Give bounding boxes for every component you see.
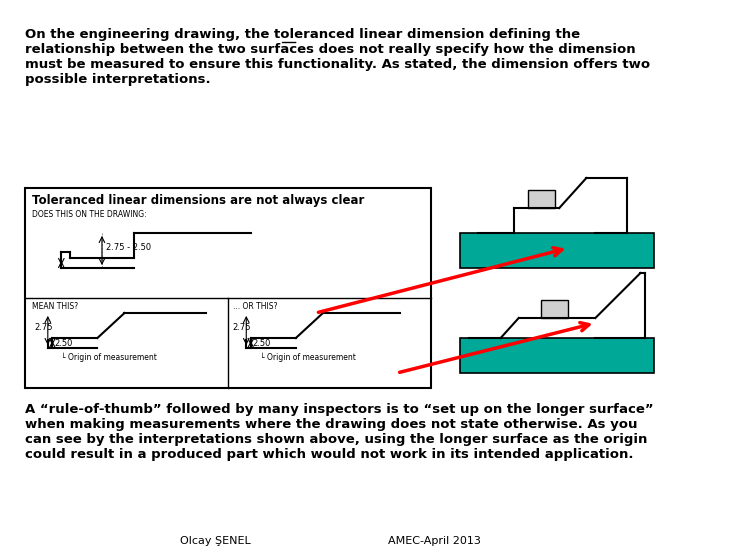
Text: Toleranced linear dimensions are not always clear: Toleranced linear dimensions are not alw… xyxy=(33,194,365,207)
Text: └ Origin of measurement: └ Origin of measurement xyxy=(260,353,355,362)
Bar xyxy=(542,300,568,318)
Text: 2.75: 2.75 xyxy=(232,324,251,333)
Text: 2.50: 2.50 xyxy=(253,339,271,349)
Text: ... OR THIS?: ... OR THIS? xyxy=(232,302,277,311)
Text: 2.75: 2.75 xyxy=(34,324,53,333)
Bar xyxy=(527,190,555,208)
Text: 2.50: 2.50 xyxy=(54,339,72,349)
Bar xyxy=(460,338,654,373)
Text: AMEC-April 2013: AMEC-April 2013 xyxy=(388,536,481,546)
Text: Olcay ŞENEL: Olcay ŞENEL xyxy=(180,536,251,546)
Text: MEAN THIS?: MEAN THIS? xyxy=(33,302,79,311)
Bar xyxy=(460,233,654,268)
Text: On the engineering drawing, the toleranced linear dimension defining the
relatio: On the engineering drawing, the toleranc… xyxy=(25,28,650,86)
Text: A “rule-of-thumb” followed by many inspectors is to “set up on the longer surfac: A “rule-of-thumb” followed by many inspe… xyxy=(25,403,654,461)
Text: DOES THIS ON THE DRAWING:: DOES THIS ON THE DRAWING: xyxy=(33,210,147,219)
Text: 2.75 - 2.50: 2.75 - 2.50 xyxy=(107,243,151,253)
Bar xyxy=(25,188,431,388)
Text: └ Origin of measurement: └ Origin of measurement xyxy=(61,353,157,362)
